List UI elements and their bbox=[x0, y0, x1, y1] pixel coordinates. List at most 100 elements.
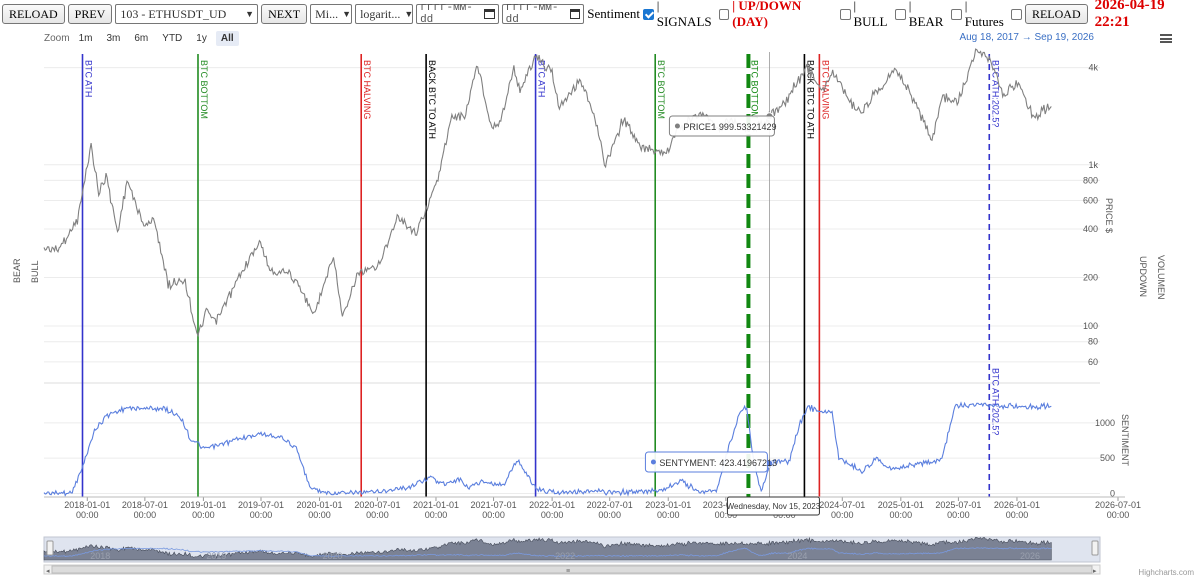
price-y-tick-5: 200 bbox=[1083, 273, 1098, 283]
sentiment-series-line bbox=[43, 401, 1052, 497]
next-button[interactable]: NEXT bbox=[261, 4, 308, 24]
chevron-down-icon: ▼ bbox=[404, 9, 414, 19]
x-tick-time-5: 00:00 bbox=[366, 510, 389, 520]
annotation-label-7: BACK BTC TO ATH bbox=[805, 60, 815, 139]
date-from-input[interactable]: гггг-мм-dd bbox=[416, 2, 499, 26]
updown-checkbox[interactable] bbox=[839, 8, 851, 20]
sentiment-tooltip-box bbox=[644, 451, 768, 473]
x-tick-time-14: 00:00 bbox=[890, 510, 913, 520]
price-y-axis-title: PRICE $ bbox=[1104, 198, 1114, 233]
x-tick-date-8: 2022-01-01 bbox=[529, 500, 575, 510]
x-tick-date-17: 2026-07-01 bbox=[1095, 500, 1141, 510]
bull-label: | BULL bbox=[853, 0, 888, 29]
navigator-series-area bbox=[43, 536, 1052, 561]
annotation-label-lower-9: BTC ATH:202.5? bbox=[990, 368, 1000, 435]
reload-button-secondary[interactable]: RELOAD bbox=[1024, 4, 1088, 24]
x-tick-time-4: 00:00 bbox=[308, 510, 331, 520]
navigator-label-4: 2024 bbox=[787, 551, 807, 561]
annotation-label-2: BTC HALVING bbox=[362, 60, 372, 119]
timestamp: 2026-04-19 22:21 bbox=[1094, 0, 1165, 30]
navigator-scrollbar-thumb bbox=[51, 565, 1093, 574]
scrollbar-right-arrow-icon: ▸ bbox=[1093, 568, 1097, 575]
navigator-label-5: 2026 bbox=[1020, 551, 1040, 561]
zoom-button-all[interactable]: All bbox=[215, 31, 239, 46]
reload-button[interactable]: RELOAD bbox=[2, 4, 65, 24]
calendar-icon[interactable] bbox=[569, 9, 581, 19]
futures-checkbox[interactable] bbox=[1011, 8, 1022, 20]
x-tick-time-6: 00:00 bbox=[425, 510, 448, 520]
x-tick-date-3: 2019-07-01 bbox=[238, 500, 284, 510]
x-tick-time-3: 00:00 bbox=[250, 510, 273, 520]
zoom-label: Zoom bbox=[44, 33, 70, 44]
sentiment-checkbox[interactable] bbox=[643, 8, 654, 20]
scale-select-value: logarit... bbox=[360, 6, 401, 21]
prev-button[interactable]: PREV bbox=[67, 4, 113, 24]
crosshair-date-label: Wednesday, Nov 15, 2023 bbox=[727, 502, 821, 511]
calendar-icon[interactable] bbox=[483, 9, 495, 19]
price-tooltip-box bbox=[668, 115, 775, 137]
x-tick-date-14: 2025-01-01 bbox=[878, 500, 924, 510]
x-tick-time-0: 00:00 bbox=[76, 510, 99, 520]
zoom-button-1y[interactable]: 1y bbox=[196, 33, 207, 44]
toolbar: RELOAD PREV 103 - ETHUSDT_UD ▼ NEXT Mi..… bbox=[0, 0, 1200, 30]
symbol-select[interactable]: 103 - ETHUSDT_UD ▼ bbox=[115, 4, 259, 24]
x-tick-time-9: 00:00 bbox=[598, 510, 621, 520]
bull-checkbox[interactable] bbox=[895, 8, 906, 20]
zoom-button-ytd[interactable]: YTD bbox=[162, 33, 183, 44]
left-axis-title-bear: BEAR bbox=[12, 258, 22, 283]
sentiment-y-tick-2: 0 bbox=[1110, 488, 1115, 498]
x-tick-time-2: 00:00 bbox=[192, 510, 215, 520]
hamburger-menu-icon[interactable] bbox=[1160, 34, 1172, 43]
interval-select[interactable]: Mi... ▼ bbox=[310, 4, 353, 24]
scale-select[interactable]: logarit... ▼ bbox=[355, 4, 413, 24]
updown-axis-title: UPDOWN bbox=[1138, 256, 1148, 297]
price-y-tick-6: 100 bbox=[1083, 321, 1098, 331]
x-tick-date-11: 2023-07-01 bbox=[703, 500, 749, 510]
x-tick-time-15: 00:00 bbox=[947, 510, 970, 520]
x-tick-date-15: 2025-07-01 bbox=[935, 500, 981, 510]
volume-axis-title: VOLUMEN bbox=[1156, 255, 1166, 300]
navigator-handle-left bbox=[46, 540, 54, 556]
navigator-handle-right bbox=[1091, 540, 1099, 556]
left-axis-title-bull: BULL bbox=[30, 260, 40, 283]
price-series-line bbox=[43, 48, 1052, 338]
x-tick-date-6: 2021-01-01 bbox=[413, 500, 459, 510]
date-to-input[interactable]: гггг-мм-dd bbox=[501, 2, 585, 26]
annotation-label-8: BTC HALVING bbox=[820, 60, 830, 119]
sentiment-tooltip: SENTYMENT: 423.41967213 bbox=[644, 451, 777, 473]
range-selector: Zoom 1m 3m 6m YTD 1y All bbox=[44, 31, 239, 46]
price-tooltip: PRICE:1 999.53321429 bbox=[668, 115, 777, 137]
price-y-tick-0: 4k bbox=[1088, 63, 1098, 73]
credits[interactable]: Highcharts.com bbox=[1138, 568, 1194, 577]
annotation-label-5: BTC BOTTOM bbox=[656, 60, 666, 119]
sentiment-label: Sentiment bbox=[587, 6, 640, 21]
zoom-button-1m[interactable]: 1m bbox=[78, 33, 93, 44]
zoom-button-6m[interactable]: 6m bbox=[134, 33, 149, 44]
x-tick-date-0: 2018-01-01 bbox=[64, 500, 110, 510]
sentiment-y-tick-0: 1000 bbox=[1095, 418, 1115, 428]
annotation-label-0: BTC ATH bbox=[83, 60, 93, 97]
symbol-select-value: 103 - ETHUSDT_UD bbox=[120, 6, 227, 21]
updown-label: | UP/DOWN (DAY) bbox=[732, 0, 802, 29]
bear-checkbox[interactable] bbox=[951, 8, 962, 20]
sentiment-y-axis-title: SENTIMENT bbox=[1120, 414, 1130, 467]
sentiment-y-tick-1: 500 bbox=[1100, 453, 1115, 463]
crosshair-date-box bbox=[726, 496, 820, 516]
signals-checkbox[interactable] bbox=[718, 8, 730, 20]
zoom-button-3m[interactable]: 3m bbox=[106, 33, 121, 44]
price-y-tick-4: 400 bbox=[1083, 224, 1098, 234]
range-to[interactable]: Sep 19, 2026 bbox=[1034, 32, 1095, 43]
price-y-tick-1: 1k bbox=[1088, 160, 1098, 170]
annotation-label-9: BTC ATH:202.5? bbox=[990, 60, 1000, 127]
range-display: Aug 18, 2017 → Sep 19, 2026 bbox=[959, 32, 1094, 43]
annotation-label-1: BTC BOTTOM bbox=[199, 60, 209, 119]
range-from[interactable]: Aug 18, 2017 bbox=[959, 32, 1019, 43]
x-tick-date-16: 2026-01-01 bbox=[994, 500, 1040, 510]
annotation-label-6: BTC BOTTOM bbox=[749, 60, 759, 119]
sentiment-tooltip-marker bbox=[650, 459, 656, 465]
price-tooltip-marker bbox=[674, 123, 680, 129]
range-arrow: → bbox=[1021, 32, 1032, 43]
navigator-label-3: 2022 bbox=[555, 551, 575, 561]
x-tick-date-5: 2020-07-01 bbox=[354, 500, 400, 510]
